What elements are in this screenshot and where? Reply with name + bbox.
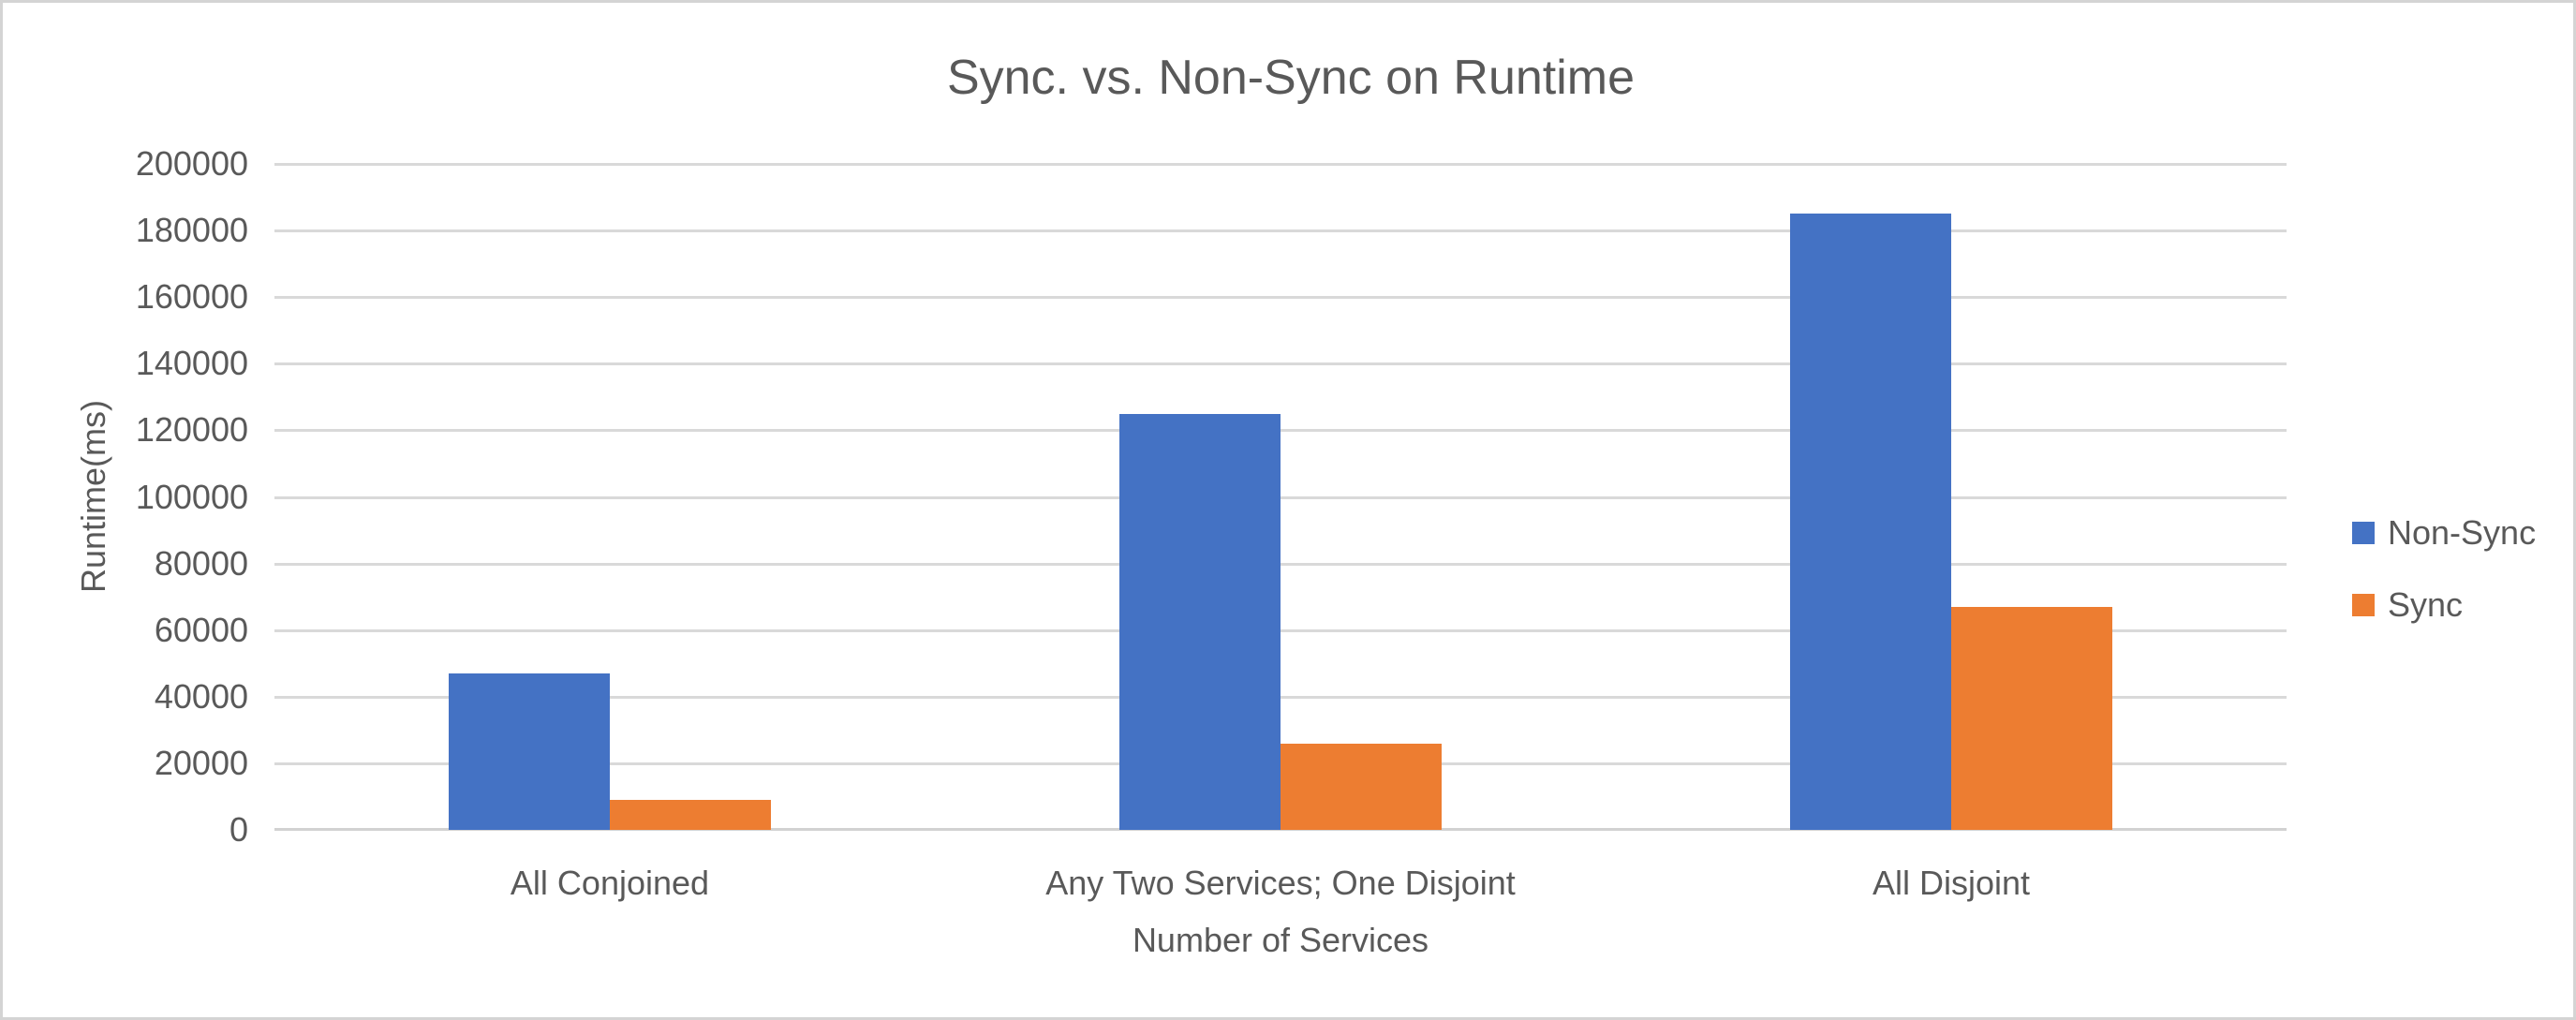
legend: Non-Sync Sync — [2352, 512, 2536, 657]
bar-sync-all-conjoined — [610, 800, 771, 830]
gridline — [274, 628, 2287, 632]
gridline — [274, 695, 2287, 699]
bar-non-sync-all-conjoined — [449, 673, 610, 830]
y-tick-label: 120000 — [135, 410, 248, 450]
y-tick-label: 0 — [229, 810, 248, 849]
gridline — [274, 562, 2287, 566]
plot-area — [274, 163, 2287, 831]
bar-non-sync-all-disjoint — [1790, 214, 1951, 830]
legend-label: Non-Sync — [2388, 513, 2537, 552]
gridline — [274, 163, 2287, 166]
y-tick-label: 60000 — [154, 610, 248, 649]
y-tick-label: 80000 — [154, 543, 248, 583]
gridline — [274, 296, 2287, 300]
bar-sync-all-disjoint — [1951, 606, 2112, 830]
bar-sync-any-two-services-one-disjoint — [1281, 743, 1442, 830]
category-label-all-disjoint: All Disjoint — [1872, 864, 2031, 902]
legend-item-non-sync: Non-Sync — [2352, 512, 2536, 554]
category-label-any-two-services-one-disjoint: Any Two Services; One Disjoint — [1045, 864, 1516, 902]
bar-non-sync-any-two-services-one-disjoint — [1119, 413, 1281, 830]
gridline — [274, 495, 2287, 499]
gridline — [274, 362, 2287, 366]
legend-label: Sync — [2388, 585, 2464, 624]
gridline — [274, 229, 2287, 233]
y-tick-label: 200000 — [135, 144, 248, 183]
chart-title: Sync. vs. Non-Sync on Runtime — [946, 51, 1636, 105]
y-tick-label: 180000 — [135, 211, 248, 250]
y-tick-label: 20000 — [154, 743, 248, 782]
category-label-all-conjoined: All Conjoined — [510, 864, 710, 902]
legend-swatch-icon — [2352, 522, 2375, 544]
gridline — [274, 429, 2287, 433]
legend-item-sync: Sync — [2352, 584, 2536, 626]
y-tick-label: 140000 — [135, 344, 248, 383]
y-tick-label: 40000 — [154, 676, 248, 716]
y-tick-label: 160000 — [135, 277, 248, 317]
legend-swatch-icon — [2352, 594, 2375, 616]
y-tick-label: 100000 — [135, 477, 248, 516]
x-axis-title: Number of Services — [1132, 921, 1429, 959]
